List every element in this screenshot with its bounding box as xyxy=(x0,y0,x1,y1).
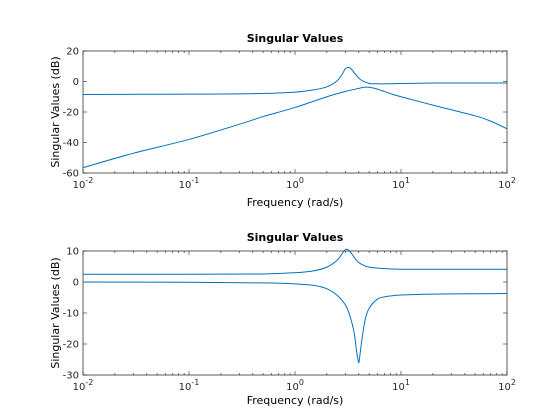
bottom-plot-y-label: Singular Values (dB) xyxy=(49,257,62,368)
top-y-tick-label: -40 xyxy=(63,138,79,149)
top-y-tick-label: -20 xyxy=(63,108,79,119)
top-x-tick-label: 101 xyxy=(392,176,410,191)
bottom-y-tick-label: 0 xyxy=(73,278,79,289)
bottom-singular-value-curve-1 xyxy=(82,248,507,275)
bottom-y-tick-label: -30 xyxy=(63,371,79,382)
bottom-y-tick-label: -20 xyxy=(63,340,79,351)
top-y-tick-label: 20 xyxy=(66,47,79,58)
bottom-plot-x-label: Frequency (rad/s) xyxy=(247,394,344,407)
top-plot-curves xyxy=(82,66,508,169)
top-x-tick-label: 10-2 xyxy=(73,176,94,191)
top-plot-title: Singular Values xyxy=(247,32,344,45)
top-singular-value-curve-2 xyxy=(82,86,508,169)
bottom-plot-ticks: 10-2 10-1 100 101 102 -30 -20 -10 0 10 xyxy=(63,247,516,394)
bottom-x-tick-label: 100 xyxy=(286,378,304,393)
top-x-tick-label: 100 xyxy=(286,176,304,191)
top-singular-value-curve-1 xyxy=(82,66,507,95)
bottom-plot-curves xyxy=(82,248,508,364)
bottom-y-tick-label: 10 xyxy=(66,247,79,258)
top-plot-y-label: Singular Values (dB) xyxy=(49,56,62,167)
top-plot-ticks: 10-2 10-1 100 101 102 -60 -40 -20 0 20 xyxy=(63,47,516,192)
top-subplot: Singular Values 10-2 10-1 100 101 102 -60 -40 -… xyxy=(49,32,516,209)
bottom-plot-title: Singular Values xyxy=(247,231,344,244)
bottom-subplot: Singular Values 10-2 10-1 100 101 102-30-20-… xyxy=(49,231,516,407)
top-x-tick-label: 102 xyxy=(498,176,516,191)
bottom-x-tick-label: 10-1 xyxy=(179,378,200,393)
bottom-singular-value-curve-2 xyxy=(82,281,508,364)
bottom-x-tick-label: 101 xyxy=(392,378,410,393)
top-plot-x-label: Frequency (rad/s) xyxy=(247,196,344,209)
bottom-x-tick-label: 102 xyxy=(498,378,516,393)
top-y-tick-label: -60 xyxy=(63,169,79,180)
top-x-tick-label: 10-1 xyxy=(179,176,200,191)
top-y-tick-label: 0 xyxy=(73,77,79,88)
bottom-y-tick-label: -10 xyxy=(63,309,79,320)
bottom-x-tick-label: 10-2 xyxy=(73,378,94,393)
